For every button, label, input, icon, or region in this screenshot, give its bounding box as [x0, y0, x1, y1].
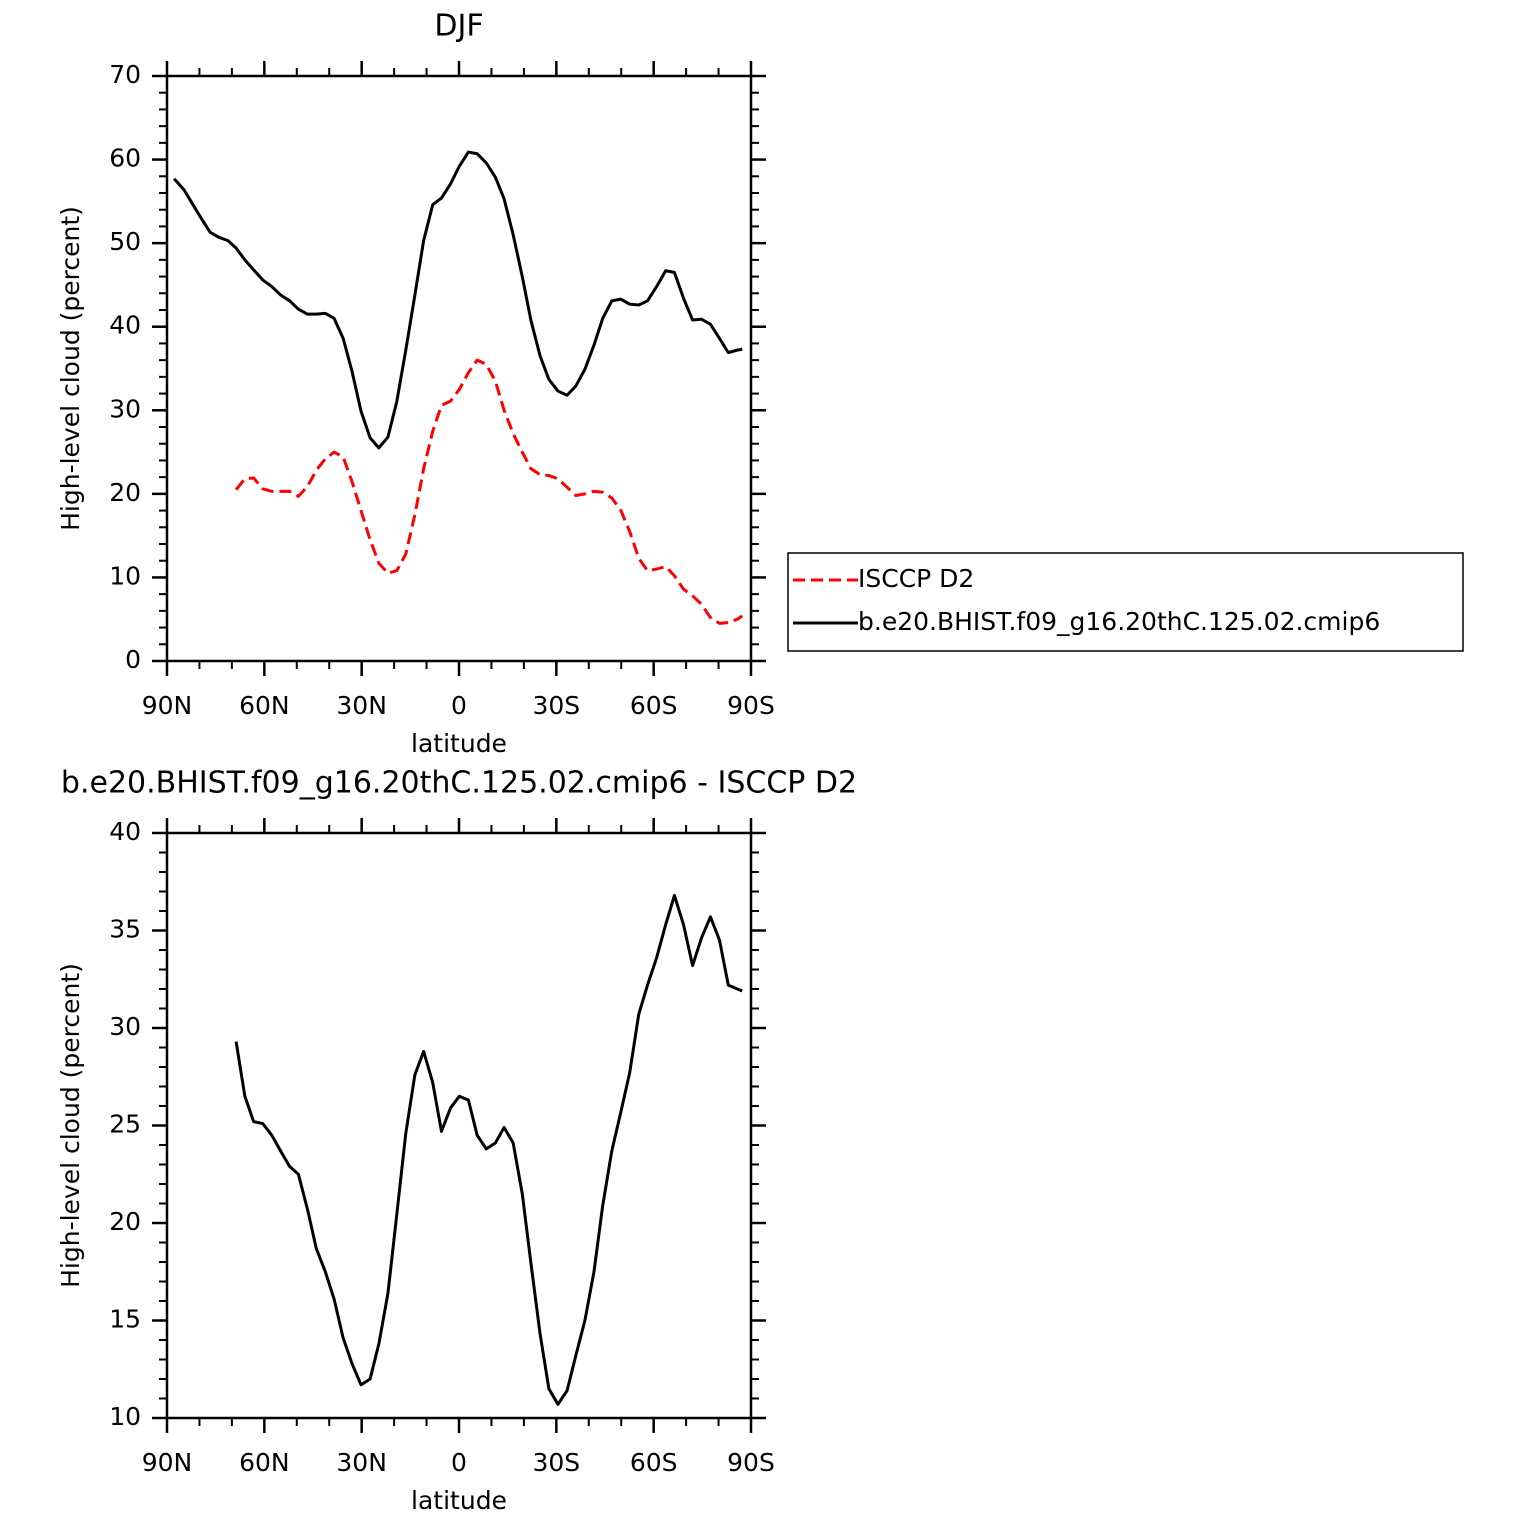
y-tick-label: 40 [109, 817, 141, 846]
plot-frame [165, 74, 753, 663]
x-tick-label: 60N [239, 691, 290, 720]
y-tick-label: 20 [109, 478, 141, 507]
x-tick-label: 30N [336, 691, 387, 720]
y-tick-label: 20 [109, 1207, 141, 1236]
data-line [234, 358, 744, 625]
x-tick-label: 30N [336, 1448, 387, 1477]
x-tick-label: 60N [239, 1448, 290, 1477]
y-tick-label: 10 [109, 561, 141, 590]
y-tick-label: 60 [109, 144, 141, 173]
x-tick-label: 30S [532, 691, 580, 720]
y-tick-label: 15 [109, 1305, 141, 1334]
chart-title: b.e20.BHIST.f09_g16.20thC.125.02.cmip6 -… [61, 766, 857, 801]
y-tick-label: 30 [109, 394, 141, 423]
y-tick-label: 50 [109, 227, 141, 256]
y-tick-label: 40 [109, 311, 141, 340]
y-tick-label: 10 [109, 1402, 141, 1431]
x-tick-label: 0 [451, 1448, 467, 1477]
y-tick-label: 30 [109, 1012, 141, 1041]
legend-box [787, 552, 1464, 652]
x-tick-label: 30S [532, 1448, 580, 1477]
x-tick-label: 90S [727, 1448, 775, 1477]
plot-frame [165, 831, 753, 1420]
legend-label: b.e20.BHIST.f09_g16.20thC.125.02.cmip6 [858, 607, 1380, 636]
y-tick-label: 35 [109, 915, 141, 944]
y-tick-label: 25 [109, 1110, 141, 1139]
x-tick-label: 0 [451, 691, 467, 720]
x-tick-label: 90N [142, 691, 193, 720]
chart-title: DJF [434, 9, 483, 44]
x-tick-label: 60S [630, 691, 678, 720]
y-tick-label: 70 [109, 60, 141, 89]
data-line [173, 150, 743, 450]
y-axis-label: High-level cloud (percent) [56, 963, 85, 1288]
x-axis-label: latitude [411, 729, 507, 758]
x-tick-label: 90S [727, 691, 775, 720]
x-tick-label: 60S [630, 1448, 678, 1477]
legend-label: ISCCP D2 [858, 564, 974, 593]
data-line [234, 893, 743, 1406]
x-tick-label: 90N [142, 1448, 193, 1477]
x-axis-label: latitude [411, 1486, 507, 1515]
y-axis-label: High-level cloud (percent) [56, 206, 85, 531]
y-tick-label: 0 [125, 645, 141, 674]
